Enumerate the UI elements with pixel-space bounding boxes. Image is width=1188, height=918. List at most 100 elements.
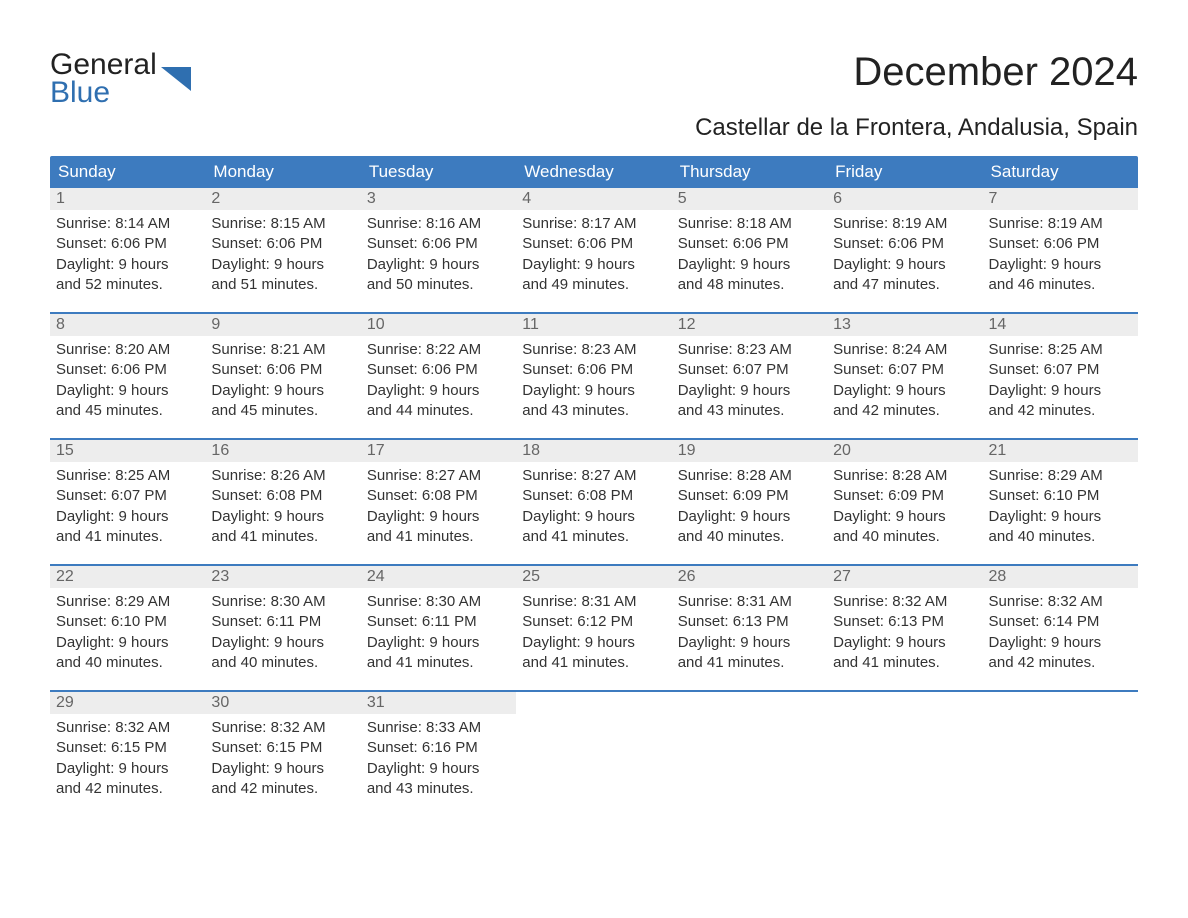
day-day2-text: and 42 minutes.: [211, 779, 354, 799]
day-body: Sunrise: 8:23 AMSunset: 6:07 PMDaylight:…: [672, 336, 827, 425]
day-day1-text: Daylight: 9 hours: [678, 633, 821, 653]
day-sunset-text: Sunset: 6:08 PM: [367, 486, 510, 506]
day-day2-text: and 41 minutes.: [367, 527, 510, 547]
day-day1-text: Daylight: 9 hours: [989, 255, 1132, 275]
day-day1-text: Daylight: 9 hours: [211, 507, 354, 527]
day-body: Sunrise: 8:24 AMSunset: 6:07 PMDaylight:…: [827, 336, 982, 425]
day-day2-text: and 40 minutes.: [989, 527, 1132, 547]
day-day2-text: and 41 minutes.: [367, 653, 510, 673]
day-day2-text: and 45 minutes.: [56, 401, 199, 421]
day-day2-text: and 46 minutes.: [989, 275, 1132, 295]
logo-line2: Blue: [50, 78, 157, 108]
day-sunset-text: Sunset: 6:13 PM: [833, 612, 976, 632]
day-sunrise-text: Sunrise: 8:27 AM: [522, 466, 665, 486]
day-sunrise-text: Sunrise: 8:29 AM: [56, 592, 199, 612]
day-day1-text: Daylight: 9 hours: [367, 255, 510, 275]
day-cell: 5Sunrise: 8:18 AMSunset: 6:06 PMDaylight…: [672, 188, 827, 312]
day-body: Sunrise: 8:30 AMSunset: 6:11 PMDaylight:…: [205, 588, 360, 677]
day-cell: 17Sunrise: 8:27 AMSunset: 6:08 PMDayligh…: [361, 440, 516, 564]
day-sunrise-text: Sunrise: 8:28 AM: [833, 466, 976, 486]
day-day1-text: Daylight: 9 hours: [211, 759, 354, 779]
day-day1-text: Daylight: 9 hours: [56, 633, 199, 653]
day-sunset-text: Sunset: 6:07 PM: [989, 360, 1132, 380]
day-sunrise-text: Sunrise: 8:23 AM: [522, 340, 665, 360]
day-sunrise-text: Sunrise: 8:30 AM: [367, 592, 510, 612]
day-sunrise-text: Sunrise: 8:15 AM: [211, 214, 354, 234]
weekday-header-row: Sunday Monday Tuesday Wednesday Thursday…: [50, 156, 1138, 188]
day-sunset-text: Sunset: 6:08 PM: [211, 486, 354, 506]
day-sunset-text: Sunset: 6:07 PM: [833, 360, 976, 380]
day-cell: 24Sunrise: 8:30 AMSunset: 6:11 PMDayligh…: [361, 566, 516, 690]
day-sunset-text: Sunset: 6:09 PM: [833, 486, 976, 506]
day-cell: 26Sunrise: 8:31 AMSunset: 6:13 PMDayligh…: [672, 566, 827, 690]
day-day2-text: and 48 minutes.: [678, 275, 821, 295]
day-day1-text: Daylight: 9 hours: [367, 759, 510, 779]
day-sunrise-text: Sunrise: 8:31 AM: [678, 592, 821, 612]
logo: General Blue: [50, 50, 191, 108]
calendar-week: 1Sunrise: 8:14 AMSunset: 6:06 PMDaylight…: [50, 188, 1138, 312]
day-day2-text: and 41 minutes.: [522, 653, 665, 673]
day-sunset-text: Sunset: 6:11 PM: [211, 612, 354, 632]
day-number: 19: [672, 440, 827, 462]
day-sunset-text: Sunset: 6:06 PM: [678, 234, 821, 254]
day-cell: 21Sunrise: 8:29 AMSunset: 6:10 PMDayligh…: [983, 440, 1138, 564]
weekday-header: Friday: [827, 156, 982, 188]
day-body: Sunrise: 8:18 AMSunset: 6:06 PMDaylight:…: [672, 210, 827, 299]
day-sunset-text: Sunset: 6:06 PM: [522, 234, 665, 254]
day-sunset-text: Sunset: 6:06 PM: [211, 234, 354, 254]
day-day2-text: and 42 minutes.: [989, 653, 1132, 673]
day-cell: 18Sunrise: 8:27 AMSunset: 6:08 PMDayligh…: [516, 440, 671, 564]
day-sunrise-text: Sunrise: 8:25 AM: [56, 466, 199, 486]
day-day2-text: and 40 minutes.: [56, 653, 199, 673]
day-number: 8: [50, 314, 205, 336]
day-cell: 28Sunrise: 8:32 AMSunset: 6:14 PMDayligh…: [983, 566, 1138, 690]
day-sunset-text: Sunset: 6:06 PM: [56, 360, 199, 380]
day-body: Sunrise: 8:29 AMSunset: 6:10 PMDaylight:…: [50, 588, 205, 677]
day-cell: 7Sunrise: 8:19 AMSunset: 6:06 PMDaylight…: [983, 188, 1138, 312]
day-sunrise-text: Sunrise: 8:14 AM: [56, 214, 199, 234]
calendar-week: 22Sunrise: 8:29 AMSunset: 6:10 PMDayligh…: [50, 564, 1138, 690]
day-sunrise-text: Sunrise: 8:32 AM: [833, 592, 976, 612]
day-number: 10: [361, 314, 516, 336]
day-sunrise-text: Sunrise: 8:27 AM: [367, 466, 510, 486]
day-body: Sunrise: 8:31 AMSunset: 6:12 PMDaylight:…: [516, 588, 671, 677]
day-cell: 16Sunrise: 8:26 AMSunset: 6:08 PMDayligh…: [205, 440, 360, 564]
day-day1-text: Daylight: 9 hours: [367, 507, 510, 527]
day-sunrise-text: Sunrise: 8:33 AM: [367, 718, 510, 738]
day-number: 13: [827, 314, 982, 336]
calendar-week: 8 Sunrise: 8:20 AMSunset: 6:06 PM Daylight…: [50, 312, 1138, 438]
day-day2-text: and 50 minutes.: [367, 275, 510, 295]
day-sunrise-text: Sunrise: 8:32 AM: [56, 718, 199, 738]
weekday-header: Thursday: [672, 156, 827, 188]
day-sunrise-text: Sunrise: 8:17 AM: [522, 214, 665, 234]
day-sunrise-text: Sunrise: 8:19 AM: [989, 214, 1132, 234]
day-cell: 30Sunrise: 8:32 AMSunset: 6:15 PMDayligh…: [205, 692, 360, 816]
day-body: Sunrise: 8:30 AMSunset: 6:11 PMDaylight:…: [361, 588, 516, 677]
day-number: 12: [672, 314, 827, 336]
day-body: Sunrise: 8:17 AMSunset: 6:06 PMDaylight:…: [516, 210, 671, 299]
day-day1-text: Daylight: 9 hours: [833, 633, 976, 653]
day-day1-text: Daylight: 9 hours: [989, 507, 1132, 527]
day-number: 16: [205, 440, 360, 462]
day-day1-text: Daylight: 9 hours: [678, 381, 821, 401]
day-cell: 15Sunrise: 8:25 AMSunset: 6:07 PMDayligh…: [50, 440, 205, 564]
day-body: Sunrise: 8:26 AMSunset: 6:08 PMDaylight:…: [205, 462, 360, 551]
day-sunset-text: Sunset: 6:09 PM: [678, 486, 821, 506]
day-sunset-text: Sunset: 6:16 PM: [367, 738, 510, 758]
day-body: Sunrise: 8:19 AMSunset: 6:06 PMDaylight:…: [827, 210, 982, 299]
day-number: 22: [50, 566, 205, 588]
day-number: 18: [516, 440, 671, 462]
day-number: 14: [983, 314, 1138, 336]
day-sunrise-text: Sunrise: 8:22 AM: [367, 340, 510, 360]
day-sunset-text: Sunset: 6:14 PM: [989, 612, 1132, 632]
day-body: Sunrise: 8:32 AMSunset: 6:15 PMDaylight:…: [50, 714, 205, 803]
day-day1-text: Daylight: 9 hours: [678, 255, 821, 275]
day-cell: 1Sunrise: 8:14 AMSunset: 6:06 PMDaylight…: [50, 188, 205, 312]
day-day2-text: and 52 minutes.: [56, 275, 199, 295]
day-cell: 2Sunrise: 8:15 AMSunset: 6:06 PMDaylight…: [205, 188, 360, 312]
day-sunrise-text: Sunrise: 8:32 AM: [989, 592, 1132, 612]
day-sunrise-text: Sunrise: 8:20 AM: [56, 340, 199, 360]
day-number: 1: [50, 188, 205, 210]
day-number: 25: [516, 566, 671, 588]
day-body: Sunrise: 8:32 AMSunset: 6:14 PMDaylight:…: [983, 588, 1138, 677]
